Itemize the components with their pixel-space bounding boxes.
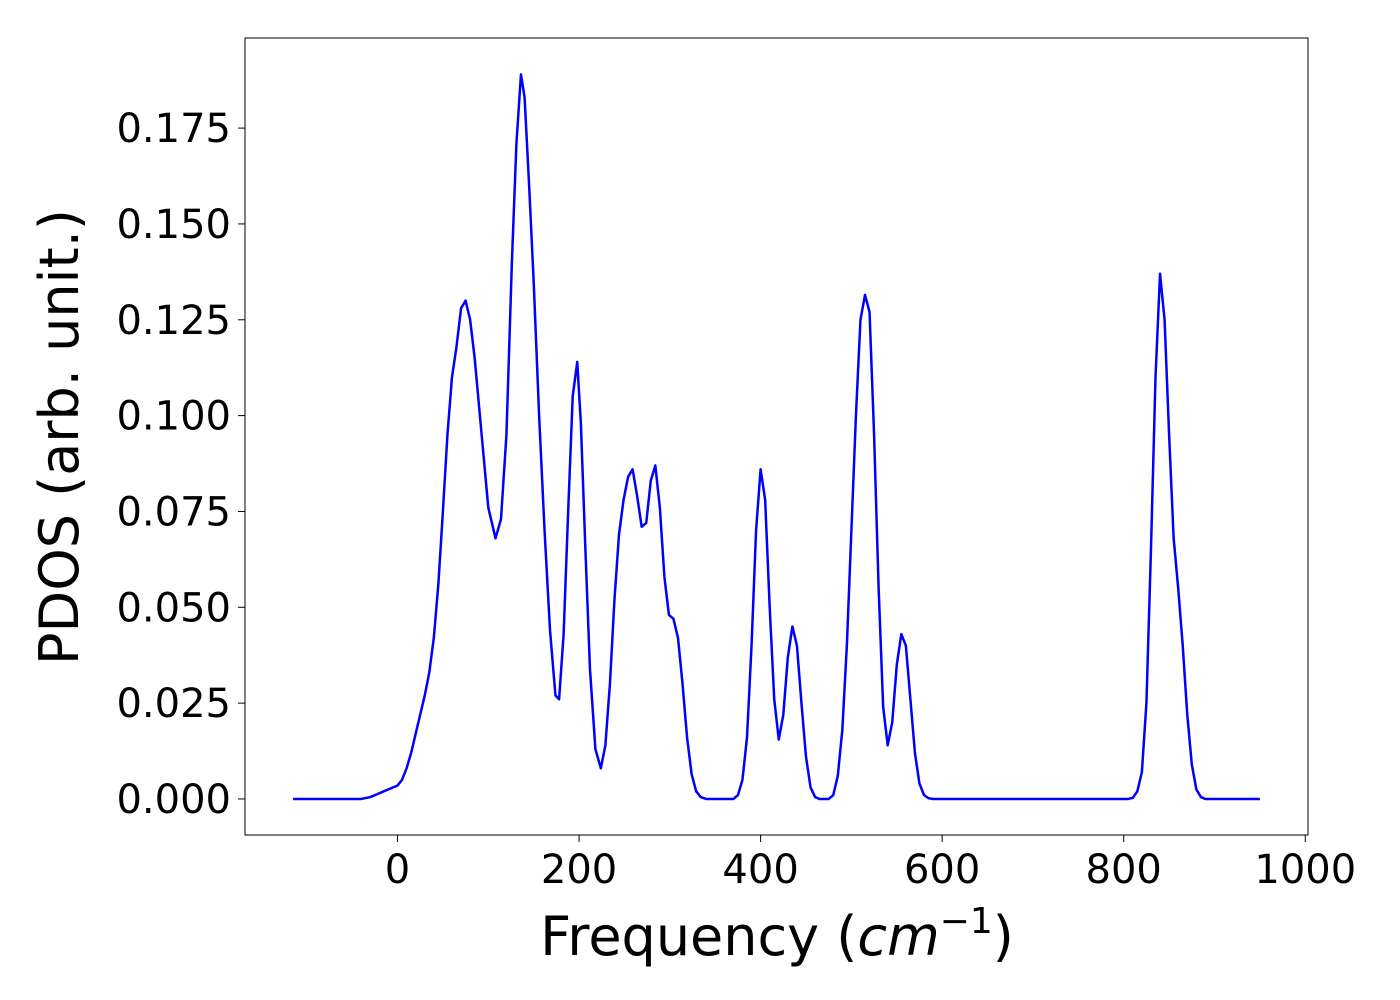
y-tick-label: 0.150 — [116, 202, 231, 248]
x-tick-label: 200 — [541, 847, 617, 893]
x-tick-label: 1000 — [1254, 847, 1356, 893]
x-tick-label: 0 — [385, 847, 410, 893]
x-tick-label: 600 — [904, 847, 980, 893]
x-tick-label: 400 — [722, 847, 798, 893]
y-tick-label: 0.025 — [116, 681, 231, 727]
plot-frame — [244, 37, 1309, 836]
y-tick-label: 0.000 — [116, 777, 231, 823]
x-axis-label: Frequency (cm−1) — [540, 901, 1014, 968]
y-tick-label: 0.050 — [116, 585, 231, 631]
data-line — [293, 73, 1260, 801]
y-axis-label: PDOS (arb. unit.) — [28, 209, 91, 665]
y-tick-label: 0.075 — [116, 489, 231, 535]
y-tick-label: 0.125 — [116, 298, 231, 344]
y-tick-label: 0.175 — [116, 106, 231, 152]
x-tick-label: 800 — [1086, 847, 1162, 893]
y-tick-label: 0.100 — [116, 394, 231, 440]
